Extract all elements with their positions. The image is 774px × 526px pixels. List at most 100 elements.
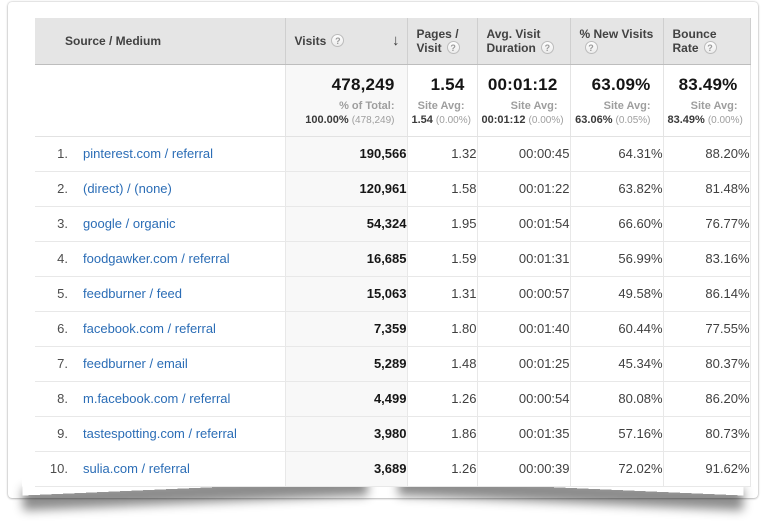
- pages-per-visit-value: 1.86: [406, 416, 477, 452]
- summary-pages-avg-label: Site Avg:: [417, 99, 465, 112]
- source-cell: 5. feedburner / feed: [35, 276, 285, 312]
- pages-per-visit-value: 1.58: [406, 171, 477, 207]
- summary-pages-avg: 1.54 (0.00%): [411, 113, 471, 126]
- table-row: 5. feedburner / feed 15,063 1.31 00:00:57…: [35, 276, 751, 312]
- row-rank: 7.: [57, 356, 68, 371]
- row-rank: 3.: [57, 216, 68, 231]
- row-rank: 6.: [57, 321, 68, 336]
- pages-per-visit-value: 1.59: [406, 241, 477, 277]
- table-row: 1. pinterest.com / referral 190,566 1.32 …: [35, 136, 751, 172]
- summary-new-visits-avg-label: Site Avg:: [603, 99, 651, 112]
- summary-visits-avg: 100.00% (478,249): [305, 113, 395, 126]
- source-medium-link[interactable]: (direct) / (none): [83, 181, 172, 196]
- bounce-rate-value: 76.77%: [662, 206, 751, 242]
- table-row: 6. facebook.com / referral 7,359 1.80 00:…: [35, 311, 751, 347]
- avg-visit-duration-value: 00:01:22: [476, 171, 570, 207]
- pages-per-visit-value: 1.32: [406, 136, 477, 172]
- summary-duration-avg-label: Site Avg:: [510, 99, 558, 112]
- summary-visits-avg-label: % of Total:: [339, 99, 395, 112]
- visits-value: 15,063: [284, 276, 407, 312]
- summary-visits-total: 478,249: [331, 74, 395, 94]
- column-header-bounce-rate[interactable]: Bounce Rate?: [662, 18, 751, 65]
- bounce-rate-value: 81.48%: [662, 171, 751, 207]
- source-medium-link[interactable]: google / organic: [83, 216, 176, 231]
- bounce-rate-value: 77.55%: [662, 311, 751, 347]
- column-header-pages-per-visit[interactable]: Pages / Visit?: [406, 18, 477, 65]
- pages-per-visit-value: 1.95: [406, 206, 477, 242]
- source-medium-link[interactable]: foodgawker.com / referral: [83, 251, 230, 266]
- bounce-rate-value: 83.16%: [662, 241, 751, 277]
- pct-new-visits-value: 60.44%: [569, 311, 663, 347]
- table-row: 4. foodgawker.com / referral 16,685 1.59 …: [35, 241, 751, 277]
- pages-per-visit-value: 1.31: [406, 276, 477, 312]
- source-cell: 9. tastespotting.com / referral: [35, 416, 285, 452]
- visits-value: 190,566: [284, 136, 407, 172]
- column-header-visits[interactable]: Visits? ↓: [284, 18, 407, 65]
- column-label: Visits: [294, 33, 327, 48]
- bounce-rate-value: 80.73%: [662, 416, 751, 452]
- visits-value: 3,689: [284, 451, 407, 487]
- pct-new-visits-value: 49.58%: [569, 276, 663, 312]
- source-medium-link[interactable]: pinterest.com / referral: [83, 146, 214, 161]
- summary-row: 478,249 % of Total: 100.00% (478,249) 1.5…: [35, 64, 751, 137]
- table-header-row: Source / Medium Visits? ↓ Pages / Visit?…: [35, 18, 751, 65]
- avg-visit-duration-value: 00:00:45: [476, 136, 570, 172]
- column-header-source-medium[interactable]: Source / Medium: [35, 18, 285, 65]
- visits-value: 3,980: [284, 416, 407, 452]
- pages-per-visit-value: 1.26: [406, 381, 477, 417]
- source-cell: 1. pinterest.com / referral: [35, 136, 285, 172]
- avg-visit-duration-value: 00:00:57: [476, 276, 570, 312]
- source-cell: 7. feedburner / email: [35, 346, 285, 382]
- visits-value: 54,324: [284, 206, 407, 242]
- sort-descending-icon[interactable]: ↓: [392, 32, 400, 50]
- summary-source-empty: [35, 64, 285, 137]
- pct-new-visits-value: 66.60%: [569, 206, 663, 242]
- pct-new-visits-value: 45.34%: [569, 346, 663, 382]
- table-row: 8. m.facebook.com / referral 4,499 1.26 0…: [35, 381, 751, 417]
- row-rank: 1.: [57, 146, 68, 161]
- avg-visit-duration-value: 00:00:39: [476, 451, 570, 487]
- avg-visit-duration-value: 00:01:35: [476, 416, 570, 452]
- visits-value: 120,961: [284, 171, 407, 207]
- pct-new-visits-value: 80.08%: [569, 381, 663, 417]
- pct-new-visits-value: 64.31%: [569, 136, 663, 172]
- row-rank: 4.: [57, 251, 68, 266]
- column-label: Pages / Visit: [416, 26, 459, 55]
- summary-pages-per-visit: 1.54 Site Avg: 1.54 (0.00%): [406, 64, 477, 137]
- table-row: 9. tastespotting.com / referral 3,980 1.8…: [35, 416, 751, 452]
- pct-new-visits-value: 72.02%: [569, 451, 663, 487]
- source-medium-link[interactable]: feedburner / email: [83, 356, 188, 371]
- help-icon[interactable]: ?: [584, 40, 598, 54]
- bounce-rate-value: 86.14%: [662, 276, 751, 312]
- avg-visit-duration-value: 00:01:54: [476, 206, 570, 242]
- source-cell: 6. facebook.com / referral: [35, 311, 285, 347]
- help-icon[interactable]: ?: [331, 33, 345, 47]
- column-label: % New Visits: [579, 26, 654, 41]
- pages-per-visit-value: 1.26: [406, 451, 477, 487]
- column-header-pct-new-visits[interactable]: % New Visits?: [569, 18, 663, 65]
- bounce-rate-value: 88.20%: [662, 136, 751, 172]
- avg-visit-duration-value: 00:01:31: [476, 241, 570, 277]
- source-medium-link[interactable]: m.facebook.com / referral: [83, 391, 231, 406]
- bounce-rate-value: 80.37%: [662, 346, 751, 382]
- help-icon[interactable]: ?: [446, 40, 460, 54]
- summary-visits: 478,249 % of Total: 100.00% (478,249): [284, 64, 407, 137]
- visits-value: 16,685: [284, 241, 407, 277]
- table-row: 7. feedburner / email 5,289 1.48 00:01:25…: [35, 346, 751, 382]
- help-icon[interactable]: ?: [540, 40, 554, 54]
- avg-visit-duration-value: 00:01:40: [476, 311, 570, 347]
- column-label: Avg. Visit Duration: [486, 26, 541, 55]
- source-medium-link[interactable]: facebook.com / referral: [83, 321, 216, 336]
- column-header-avg-visit-duration[interactable]: Avg. Visit Duration?: [476, 18, 570, 65]
- summary-bounce-avg: 83.49% (0.00%): [667, 113, 743, 126]
- source-medium-link[interactable]: feedburner / feed: [83, 286, 183, 301]
- pages-per-visit-value: 1.80: [406, 311, 477, 347]
- source-medium-link[interactable]: sulia.com / referral: [83, 461, 190, 476]
- help-icon[interactable]: ?: [703, 40, 717, 54]
- summary-new-visits-avg: 63.06% (0.05%): [575, 113, 651, 126]
- row-rank: 8.: [57, 391, 68, 406]
- summary-new-visits-total: 63.09%: [591, 74, 651, 94]
- summary-avg-visit-duration: 00:01:12 Site Avg: 00:01:12 (0.00%): [476, 64, 570, 137]
- source-cell: 4. foodgawker.com / referral: [35, 241, 285, 277]
- source-medium-link[interactable]: tastespotting.com / referral: [83, 426, 237, 441]
